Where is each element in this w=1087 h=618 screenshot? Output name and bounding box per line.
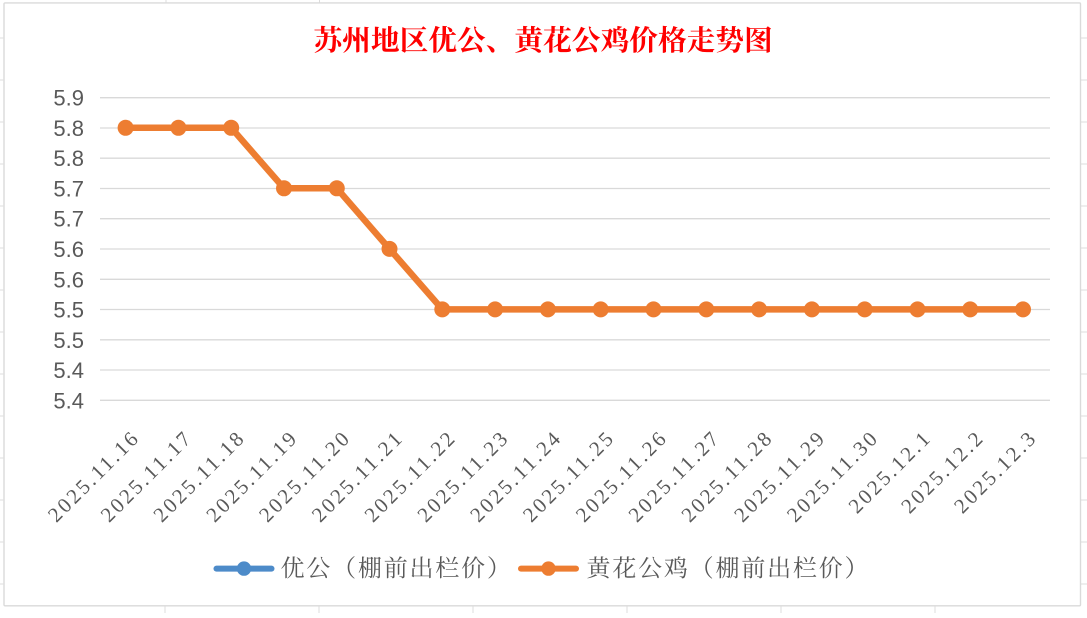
svg-text:5.8: 5.8 [53,146,84,171]
svg-text:5.8: 5.8 [53,116,84,141]
svg-text:5.6: 5.6 [53,237,84,262]
svg-text:5.4: 5.4 [53,358,84,383]
svg-text:5.5: 5.5 [53,328,84,353]
svg-text:5.4: 5.4 [53,388,84,413]
svg-text:5.6: 5.6 [53,267,84,292]
svg-text:5.9: 5.9 [53,86,84,111]
svg-text:5.7: 5.7 [53,207,84,232]
svg-text:5.7: 5.7 [53,177,84,202]
svg-text:5.5: 5.5 [53,298,84,323]
